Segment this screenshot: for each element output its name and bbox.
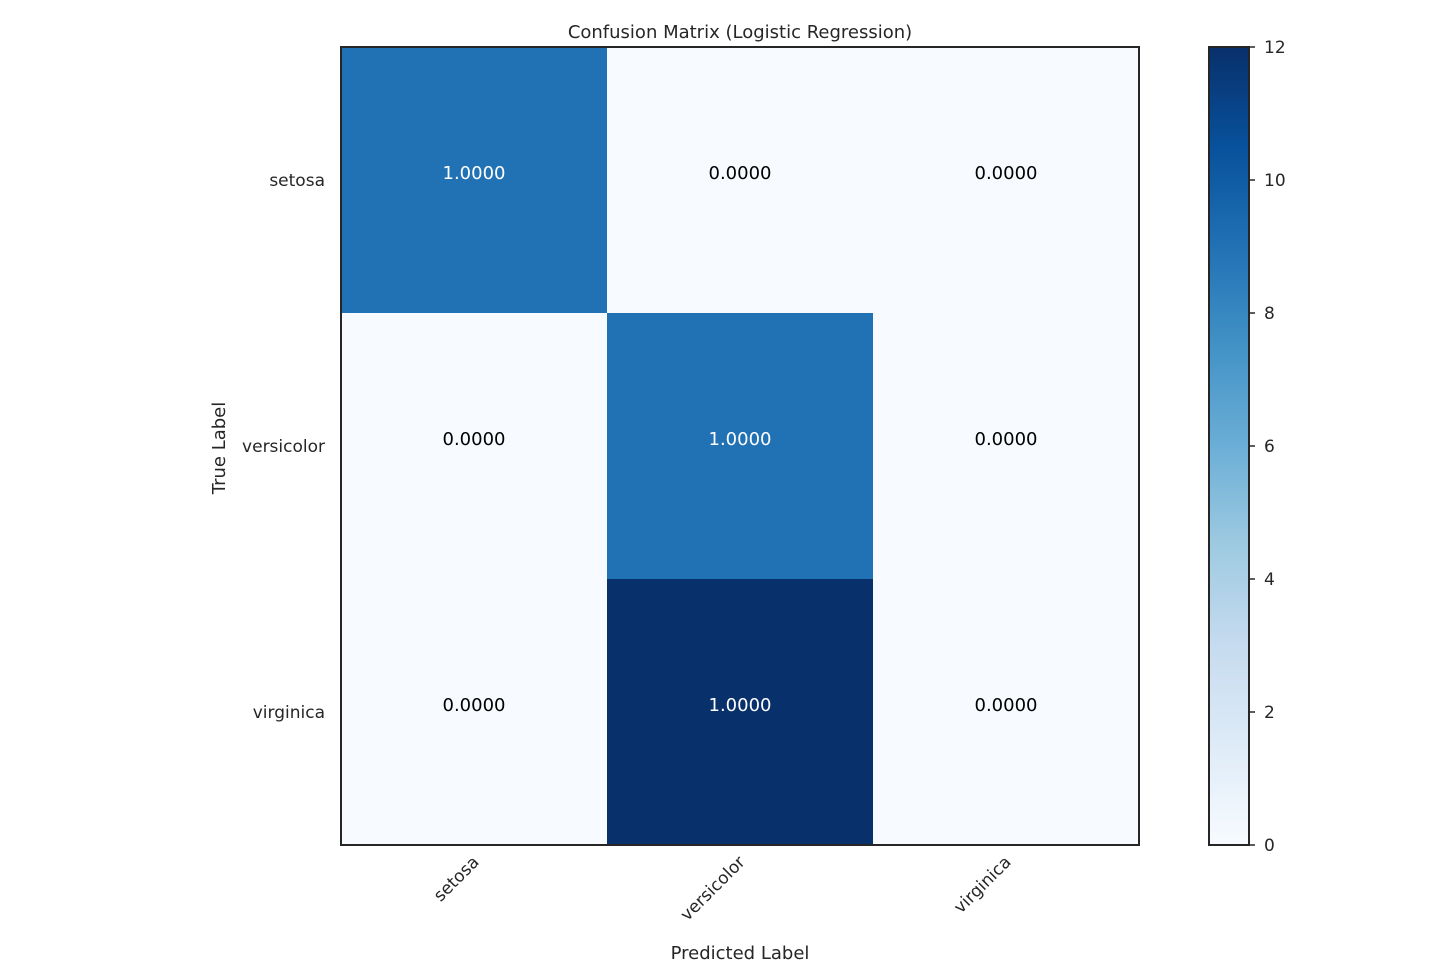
cell-value-label: 0.0000: [975, 163, 1038, 184]
cell-value-label: 1.0000: [709, 429, 772, 450]
y-axis-label: True Label: [209, 402, 230, 496]
colorbar-tick-label: 2: [1264, 703, 1275, 723]
y-tick-label: setosa: [269, 171, 325, 191]
colorbar-tick-label: 0: [1264, 836, 1275, 856]
colorbar-tick-label: 4: [1264, 570, 1275, 590]
cell-value-label: 0.0000: [443, 695, 506, 716]
colorbar-tick-label: 12: [1264, 38, 1286, 58]
y-tick-label: virginica: [253, 703, 325, 723]
x-axis-label: Predicted Label: [671, 943, 810, 960]
cell-value-label: 1.0000: [443, 163, 506, 184]
colorbar-ticks: 0 2 4 6 8 10 12: [1249, 38, 1286, 856]
cell-value-label: 0.0000: [443, 429, 506, 450]
chart-title: Confusion Matrix (Logistic Regression): [568, 22, 912, 43]
x-tick-label: virginica: [950, 852, 1015, 917]
colorbar-tick-label: 6: [1264, 437, 1275, 457]
colorbar-tick-label: 10: [1264, 171, 1286, 191]
x-axis-ticks: setosa versicolor virginica: [430, 852, 1016, 925]
cell-value-label: 0.0000: [975, 695, 1038, 716]
colorbar: [1209, 47, 1249, 845]
cell-value-label: 0.0000: [975, 429, 1038, 450]
y-tick-label: versicolor: [242, 437, 325, 457]
cell-value-label: 1.0000: [709, 695, 772, 716]
colorbar-tick-label: 8: [1264, 304, 1275, 324]
y-axis-ticks: setosa versicolor virginica: [242, 171, 325, 723]
x-tick-label: setosa: [430, 852, 484, 906]
x-tick-label: versicolor: [677, 852, 750, 925]
cell-value-label: 0.0000: [709, 163, 772, 184]
